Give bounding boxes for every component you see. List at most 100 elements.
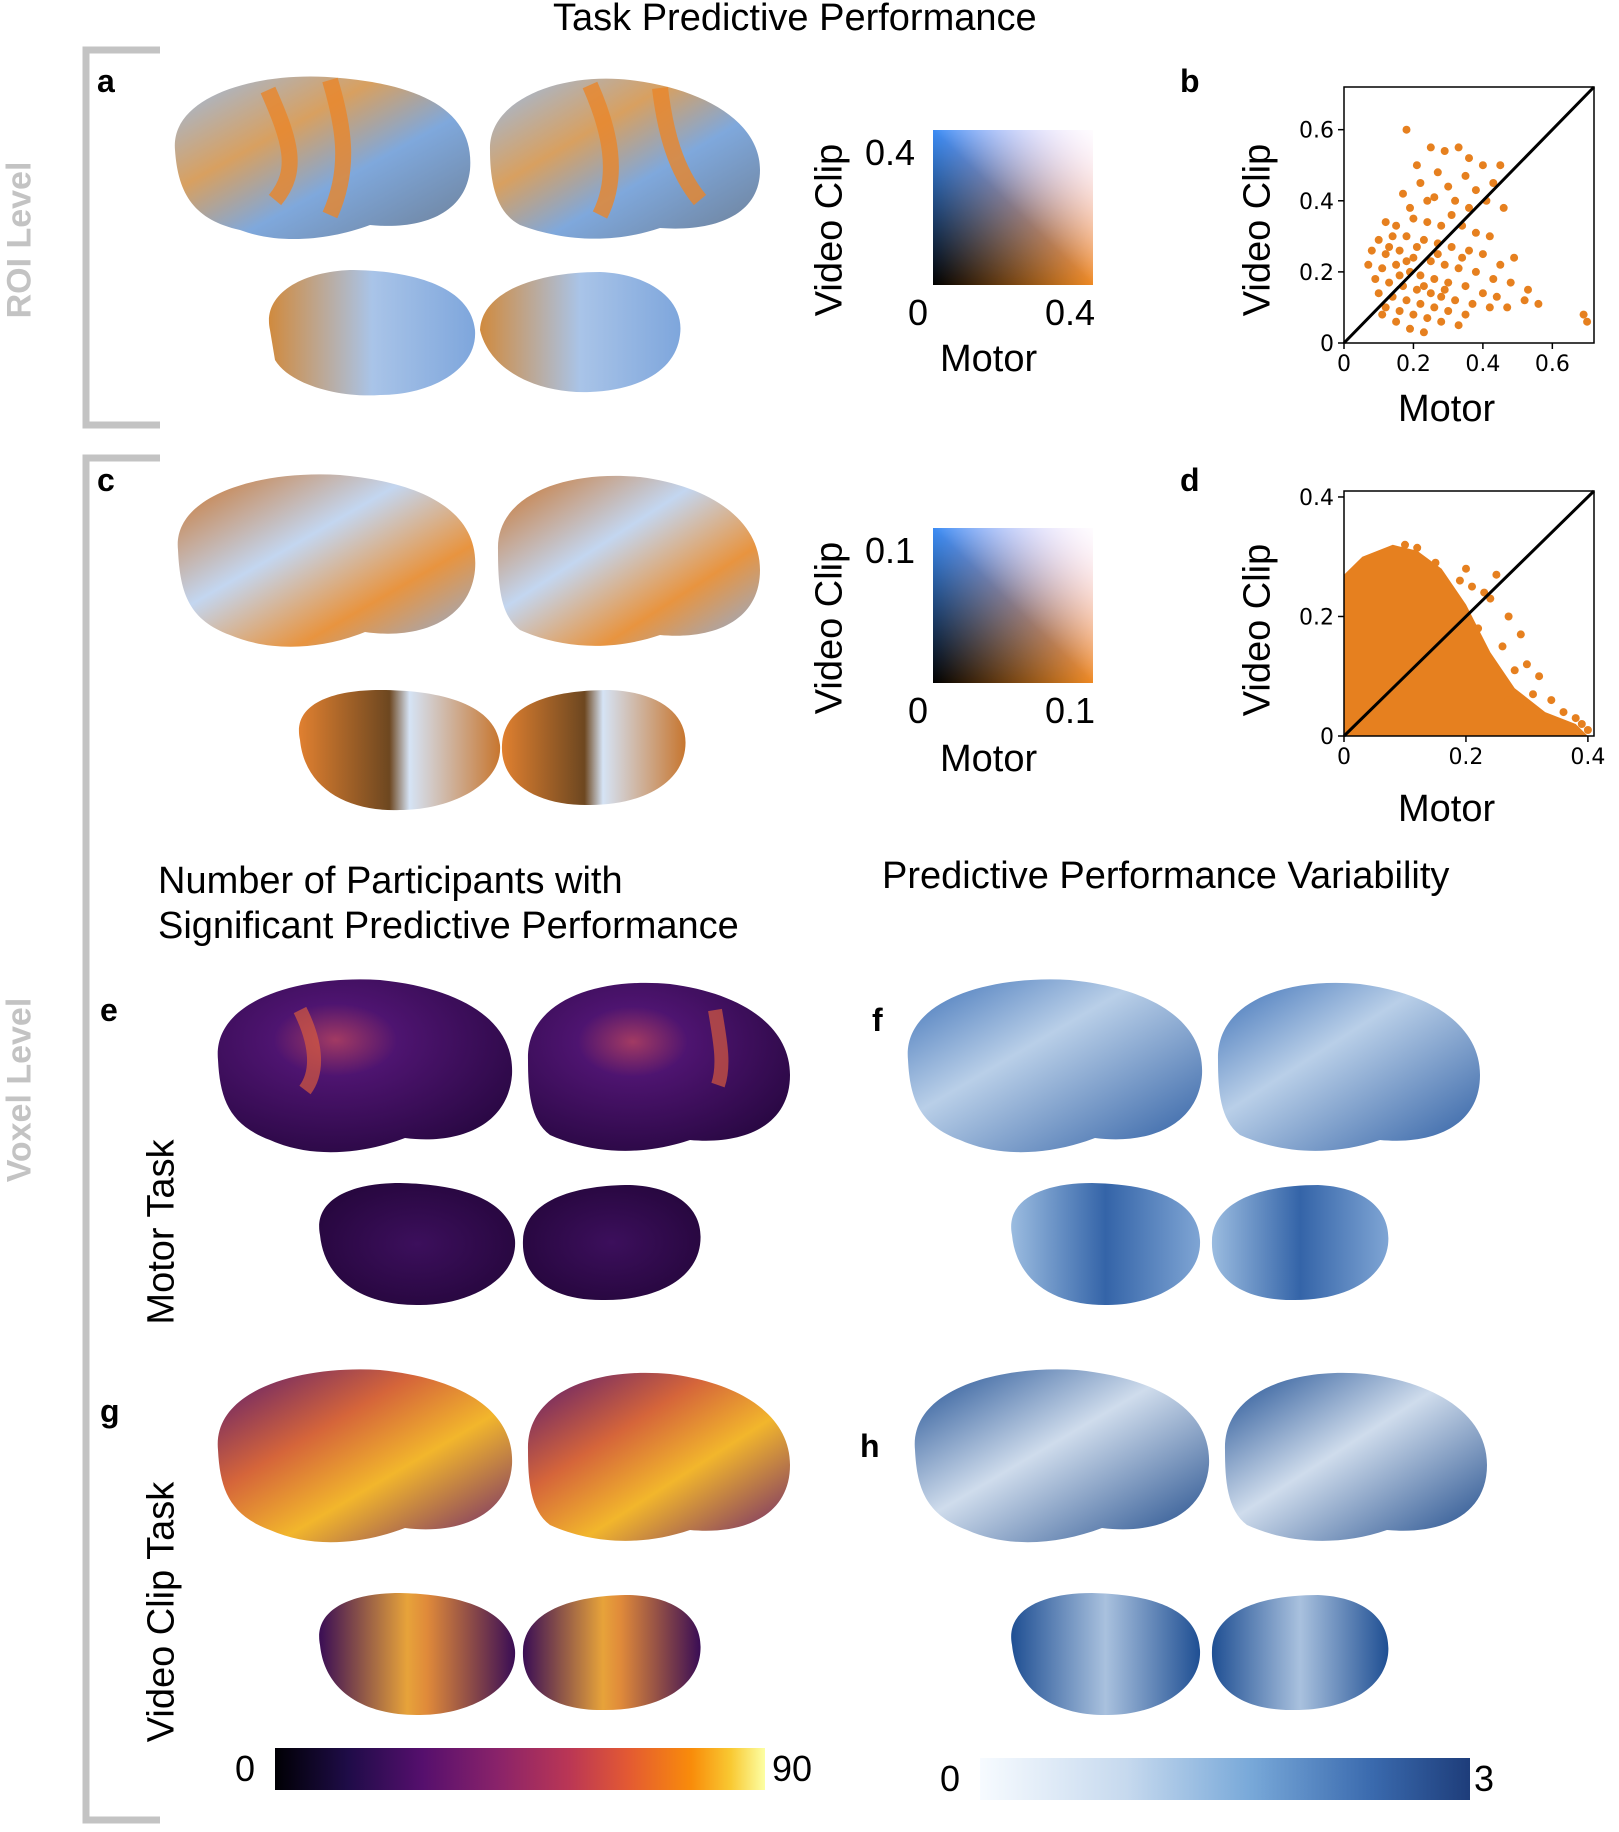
scatter-point [1409, 253, 1418, 262]
participants-colorbar-min: 0 [235, 1748, 256, 1789]
scatter-point [1426, 257, 1435, 266]
scatter-point [1378, 310, 1387, 319]
participants-title-line1: Number of Participants with [158, 860, 623, 902]
scatter-point [1419, 282, 1428, 291]
scatter-point [1485, 303, 1494, 312]
scatter-point [1371, 275, 1380, 283]
scatter-point [1492, 570, 1501, 579]
scatter-point [1406, 324, 1414, 333]
scatter-point [1367, 246, 1376, 255]
scatter-point [1426, 143, 1435, 152]
scatter-point [1392, 221, 1401, 230]
participants-colorbar [275, 1748, 765, 1790]
scatter-point [1440, 147, 1449, 155]
voxel-legend-ymax: 0.1 [865, 530, 916, 571]
x-tick-label: 0.2 [1448, 745, 1483, 770]
scatter-point [1478, 289, 1487, 298]
scatter-point [1579, 310, 1588, 319]
roi-legend-xlabel: Motor [940, 338, 1038, 380]
scatter-point [1489, 275, 1498, 283]
scatter-point [1378, 264, 1387, 273]
scatter-point [1458, 253, 1467, 262]
scatter-point [1534, 299, 1543, 308]
y-tick-label: 0.4 [1299, 486, 1334, 511]
scatter-b-xlabel: Motor [1398, 388, 1496, 430]
scatter-point [1444, 278, 1453, 287]
participants-colorbar-max: 90 [772, 1748, 813, 1789]
scatter-point [1504, 696, 1513, 705]
scatter-point [1423, 218, 1432, 227]
scatter-point [1583, 726, 1592, 734]
scatter-point [1374, 235, 1383, 244]
scatter-point [1496, 161, 1505, 170]
scatter-point [1451, 196, 1460, 205]
scatter-point [1385, 243, 1394, 251]
y-tick-label: 0 [1320, 725, 1334, 750]
brain-a [174, 76, 760, 396]
plot-frame [1343, 86, 1595, 344]
scatter-point [1392, 317, 1401, 326]
scatter-point [1440, 260, 1449, 269]
scatter-point [1426, 289, 1435, 298]
scatter-point [1478, 250, 1487, 259]
variability-colorbar [980, 1758, 1470, 1800]
scatter-point [1430, 193, 1439, 202]
scatter-point [1462, 564, 1470, 573]
identity-line [1342, 85, 1596, 345]
scatter-point [1416, 299, 1425, 308]
scatter-point [1413, 543, 1422, 552]
scatter-point [1381, 218, 1390, 227]
roi-legend-ymax: 0.4 [865, 132, 916, 173]
voxel-bivariate-colormap [933, 528, 1093, 683]
x-tick-label: 0.4 [1465, 352, 1500, 377]
scatter-point [1451, 296, 1460, 305]
scatter-point [1465, 246, 1473, 255]
scatter-point [1409, 310, 1418, 319]
scatter-point [1416, 271, 1425, 280]
scatter-point [1437, 317, 1446, 326]
panel-label-g: g [100, 1393, 120, 1429]
scatter-point [1433, 168, 1442, 177]
panel-label-a: a [97, 63, 115, 99]
brain-c [177, 474, 760, 811]
scatter-point [1471, 228, 1480, 237]
scatter-point [1401, 540, 1409, 549]
scatter-point [1381, 303, 1390, 312]
scatter-point [1454, 143, 1463, 152]
scatter-point [1402, 232, 1411, 241]
scatter-point [1399, 189, 1407, 198]
scatter-d-xlabel: Motor [1398, 788, 1496, 830]
roi-legend-xmax: 0.4 [1045, 292, 1096, 333]
scatter-point [1402, 125, 1411, 134]
scatter-point [1478, 161, 1487, 170]
scatter-point [1485, 232, 1494, 241]
scatter-point [1395, 271, 1404, 280]
scatter-point [1522, 702, 1531, 711]
brain-e [217, 979, 790, 1306]
panel-label-b: b [1180, 63, 1200, 99]
scatter-point [1510, 666, 1519, 675]
scatter-point [1454, 321, 1463, 330]
scatter-point [1492, 292, 1501, 301]
scatter-point [1465, 154, 1473, 163]
scatter-point [1461, 282, 1470, 291]
variability-colorbar-min: 0 [940, 1758, 961, 1799]
scatter-point [1504, 612, 1513, 621]
scatter-point [1468, 299, 1477, 308]
scatter-point [1423, 314, 1432, 323]
scatter-point [1430, 303, 1439, 312]
scatter-point [1437, 292, 1446, 301]
scatter-point [1506, 278, 1515, 287]
scatter-point [1471, 186, 1480, 195]
scatter-d: 0 0.2 0.4 0 0.2 0.4 [1299, 486, 1605, 770]
variability-title: Predictive Performance Variability [882, 855, 1450, 897]
panel-label-e: e [100, 992, 118, 1028]
scatter-point [1419, 235, 1428, 244]
scatter-point [1520, 296, 1529, 305]
x-tick-label: 0 [1337, 745, 1351, 770]
variability-colorbar-max: 3 [1474, 1758, 1495, 1799]
scatter-point [1489, 179, 1498, 187]
